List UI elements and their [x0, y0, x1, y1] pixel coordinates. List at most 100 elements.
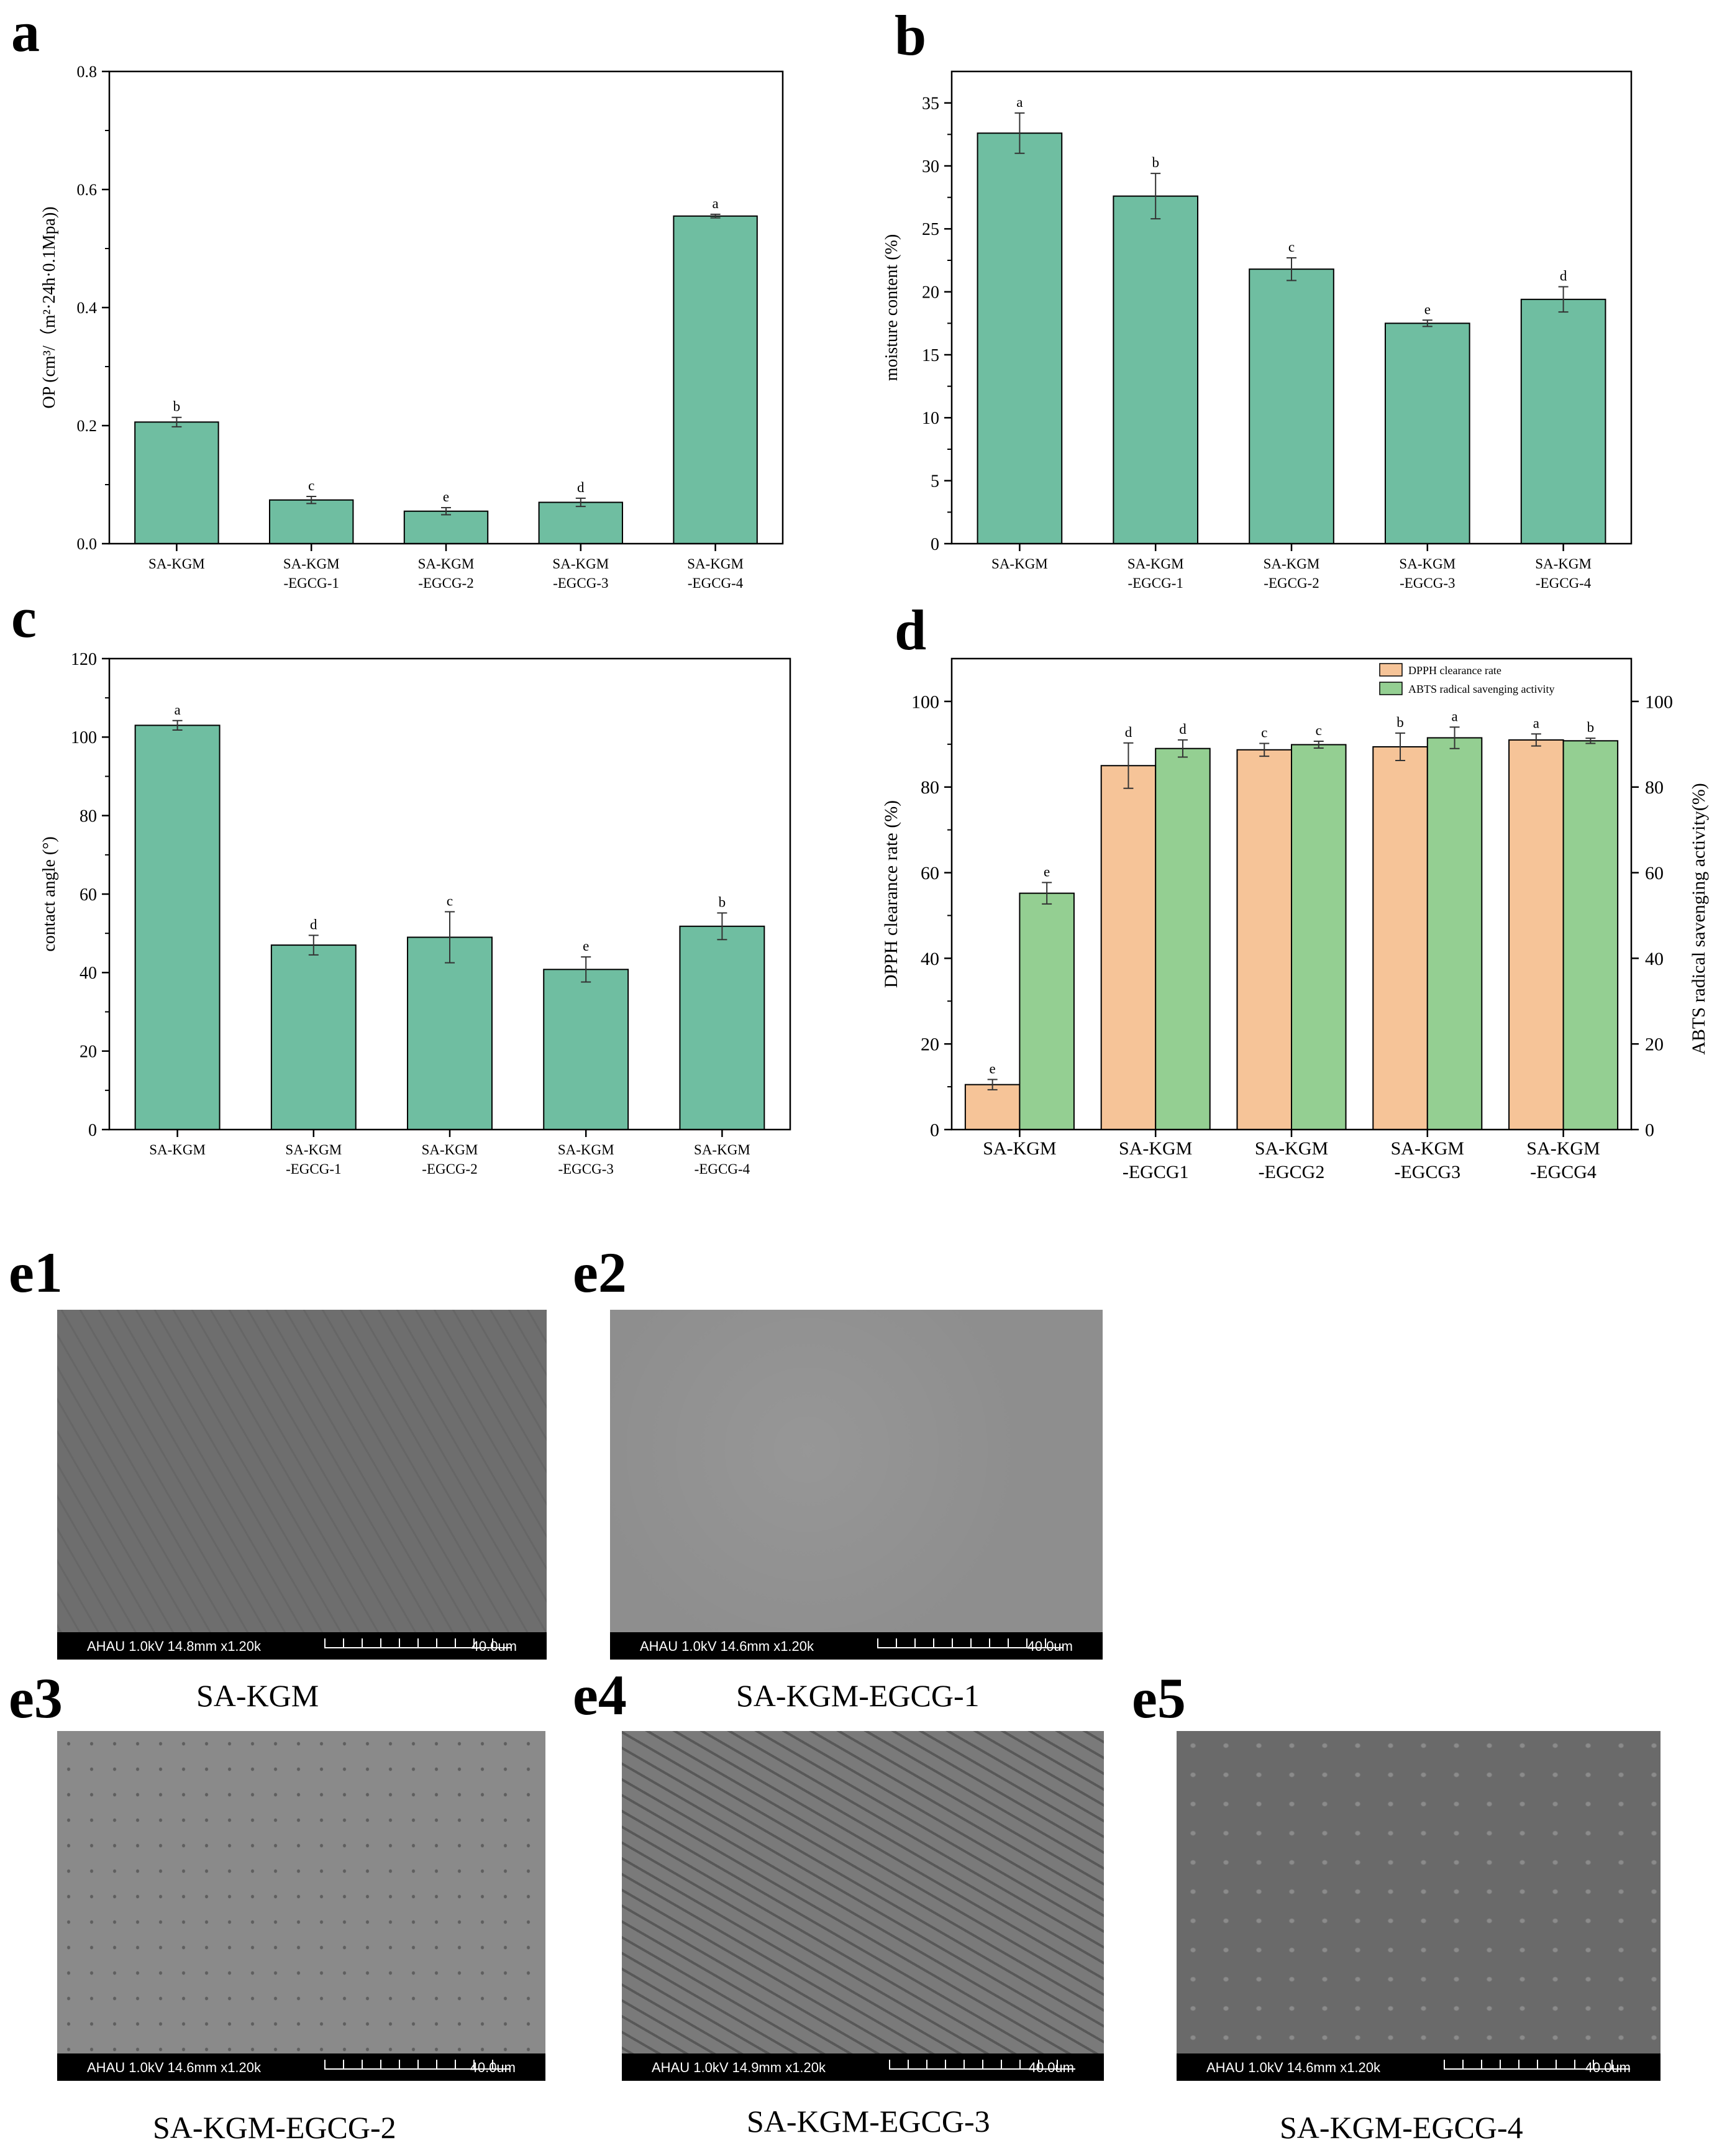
- ylabel-right-d: ABTS radical savenging activity(%): [1688, 783, 1709, 1054]
- xtick-label-c-3-0: SA-KGM: [558, 1142, 614, 1158]
- xtick-label-a-1-0: SA-KGM: [283, 556, 340, 572]
- xtick-label-a-1-1: -EGCG-1: [283, 575, 339, 591]
- ytick-label-c-2: 40: [80, 964, 97, 983]
- sem-caption-e4: SA-KGM-EGCG-3: [747, 2104, 990, 2139]
- xtick-label-c-2-1: -EGCG-2: [422, 1161, 477, 1177]
- ytick-label-b-5: 25: [922, 220, 939, 239]
- bar-c-s0-4: [679, 925, 765, 1130]
- bar-c-s0-1: [270, 944, 357, 1131]
- sem-image-e3: AHAU 1.0kV 14.6mm x1.20k 40.0um: [57, 1731, 545, 2081]
- xtick-label-d-1-0: SA-KGM: [1119, 1138, 1192, 1159]
- xtick-label-a-4-0: SA-KGM: [687, 556, 744, 572]
- xtick-label-b-3-0: SA-KGM: [1399, 556, 1456, 572]
- bar-d-s0-3: [1372, 746, 1428, 1131]
- xtick-label-a-0-0: SA-KGM: [148, 556, 205, 572]
- bar-d-s1-3: [1426, 737, 1483, 1130]
- sig-letter-b-s0-1: b: [1152, 155, 1159, 170]
- sem-image-e5: AHAU 1.0kV 14.6mm x1.20k 40.0um: [1177, 1731, 1660, 2081]
- sig-letter-c-s0-2: c: [447, 893, 453, 908]
- bar-a-s0-1: [268, 499, 354, 545]
- ytick-label-b-3: 15: [922, 346, 939, 365]
- sem-texture-e2: [610, 1310, 1103, 1660]
- sig-letter-d-s1-3: a: [1451, 708, 1457, 724]
- sig-letter-d-s1-2: c: [1316, 723, 1322, 738]
- xtick-label-d-2-0: SA-KGM: [1255, 1138, 1328, 1159]
- sig-letter-a-s0-1: c: [308, 478, 314, 493]
- legend-label-d-0: DPPH clearance rate: [1408, 664, 1501, 677]
- sig-letter-d-s1-4: b: [1587, 719, 1595, 735]
- sig-letter-d-s0-2: c: [1261, 724, 1267, 740]
- sig-letter-c-s0-3: e: [583, 938, 589, 954]
- ytick-label-b-6: 30: [922, 157, 939, 176]
- sem-image-e2: AHAU 1.0kV 14.6mm x1.20k 40.0um: [610, 1310, 1103, 1660]
- xtick-label-d-3-0: SA-KGM: [1391, 1138, 1464, 1159]
- bar-b-s0-0: [977, 132, 1063, 545]
- ytick-right-label-d-4: 80: [1645, 777, 1664, 798]
- sem-info-e4: AHAU 1.0kV 14.9mm x1.20k: [652, 2060, 826, 2075]
- bar-c-s0-2: [407, 936, 493, 1130]
- panel-letter-a: a: [11, 0, 40, 63]
- bar-b-s0-4: [1520, 298, 1606, 544]
- bar-c-s0-0: [134, 724, 221, 1130]
- bar-d-s0-2: [1236, 749, 1292, 1130]
- sig-letter-c-s0-0: a: [174, 702, 180, 718]
- xtick-label-b-1-0: SA-KGM: [1128, 556, 1184, 572]
- legend-swatch-d-0: [1379, 663, 1403, 677]
- sig-letter-d-s0-4: a: [1533, 715, 1539, 731]
- ytick-label-d-0: 0: [930, 1120, 939, 1141]
- panel-letter-e4: e4: [573, 1663, 627, 1727]
- sem-scale-ticks-e1: [324, 1638, 511, 1648]
- panel-letter-e5: e5: [1132, 1666, 1186, 1730]
- ytick-label-c-0: 0: [88, 1121, 97, 1140]
- sig-letter-d-s0-1: d: [1125, 724, 1132, 740]
- sem-scale-e3: 40.0um: [470, 2060, 516, 2075]
- ytick-label-a-2: 0.4: [77, 299, 98, 317]
- panel-letter-d: d: [895, 598, 926, 662]
- sem-info-e3: AHAU 1.0kV 14.6mm x1.20k: [87, 2060, 262, 2075]
- ytick-label-c-1: 20: [80, 1042, 97, 1061]
- sig-letter-b-s0-2: c: [1288, 239, 1295, 255]
- sig-letter-b-s0-4: d: [1560, 268, 1567, 284]
- sig-letter-c-s0-4: b: [719, 894, 726, 910]
- xtick-label-d-0-0: SA-KGM: [983, 1138, 1056, 1159]
- ytick-right-label-d-0: 0: [1645, 1120, 1654, 1141]
- panel-letter-e1: e1: [9, 1241, 63, 1304]
- sig-letter-b-s0-3: e: [1424, 301, 1431, 317]
- ytick-label-c-5: 100: [71, 728, 97, 747]
- xtick-label-b-4-1: -EGCG-4: [1536, 575, 1592, 591]
- sem-texture-e1: [57, 1310, 547, 1660]
- sem-caption-e5: SA-KGM-EGCG-4: [1280, 2110, 1523, 2145]
- sig-letter-c-s0-1: d: [310, 916, 317, 932]
- bar-c-s0-3: [543, 969, 629, 1131]
- xtick-label-d-4-1: -EGCG4: [1530, 1162, 1597, 1182]
- panel-letter-e3: e3: [9, 1666, 63, 1730]
- xtick-label-b-0-0: SA-KGM: [991, 556, 1048, 572]
- ytick-label-c-4: 80: [80, 806, 97, 826]
- bar-b-s0-2: [1249, 268, 1334, 544]
- xtick-label-b-1-1: -EGCG-1: [1128, 575, 1183, 591]
- sem-scale-e2: 40.0um: [1027, 1638, 1073, 1654]
- charts-svg: a b c e d a 0.0 0.2 0.4 0.6 0.8 SA-KGM SA-KGM -EGCG-1…: [11, 0, 1709, 1182]
- sem-caption-e1: SA-KGM: [196, 1678, 319, 1713]
- ytick-right-label-d-5: 100: [1645, 692, 1673, 712]
- ytick-label-d-5: 100: [911, 692, 939, 712]
- panel-letter-e2: e2: [573, 1241, 627, 1304]
- xtick-label-c-1-0: SA-KGM: [285, 1142, 342, 1158]
- ytick-label-c-6: 120: [71, 650, 97, 669]
- sem-scale-e5: 40.0um: [1585, 2060, 1631, 2075]
- xtick-label-b-2-0: SA-KGM: [1264, 556, 1320, 572]
- sig-letter-d-s1-1: d: [1179, 721, 1187, 737]
- sem-scale-ticks-e4: [889, 2060, 1075, 2070]
- ylabel-d: DPPH clearance rate (%): [881, 800, 901, 988]
- ytick-label-a-4: 0.8: [77, 63, 98, 81]
- xtick-label-b-3-1: -EGCG-3: [1400, 575, 1455, 591]
- sig-letter-b-s0-0: a: [1016, 94, 1023, 110]
- ytick-right-label-d-1: 20: [1645, 1035, 1664, 1055]
- ytick-label-d-4: 80: [921, 777, 939, 798]
- xtick-label-a-3-1: -EGCG-3: [553, 575, 608, 591]
- sig-letter-a-s0-3: d: [577, 480, 585, 495]
- ytick-right-label-d-3: 60: [1645, 863, 1664, 884]
- panel-letter-b: b: [895, 4, 926, 67]
- bar-d-s1-1: [1155, 747, 1211, 1130]
